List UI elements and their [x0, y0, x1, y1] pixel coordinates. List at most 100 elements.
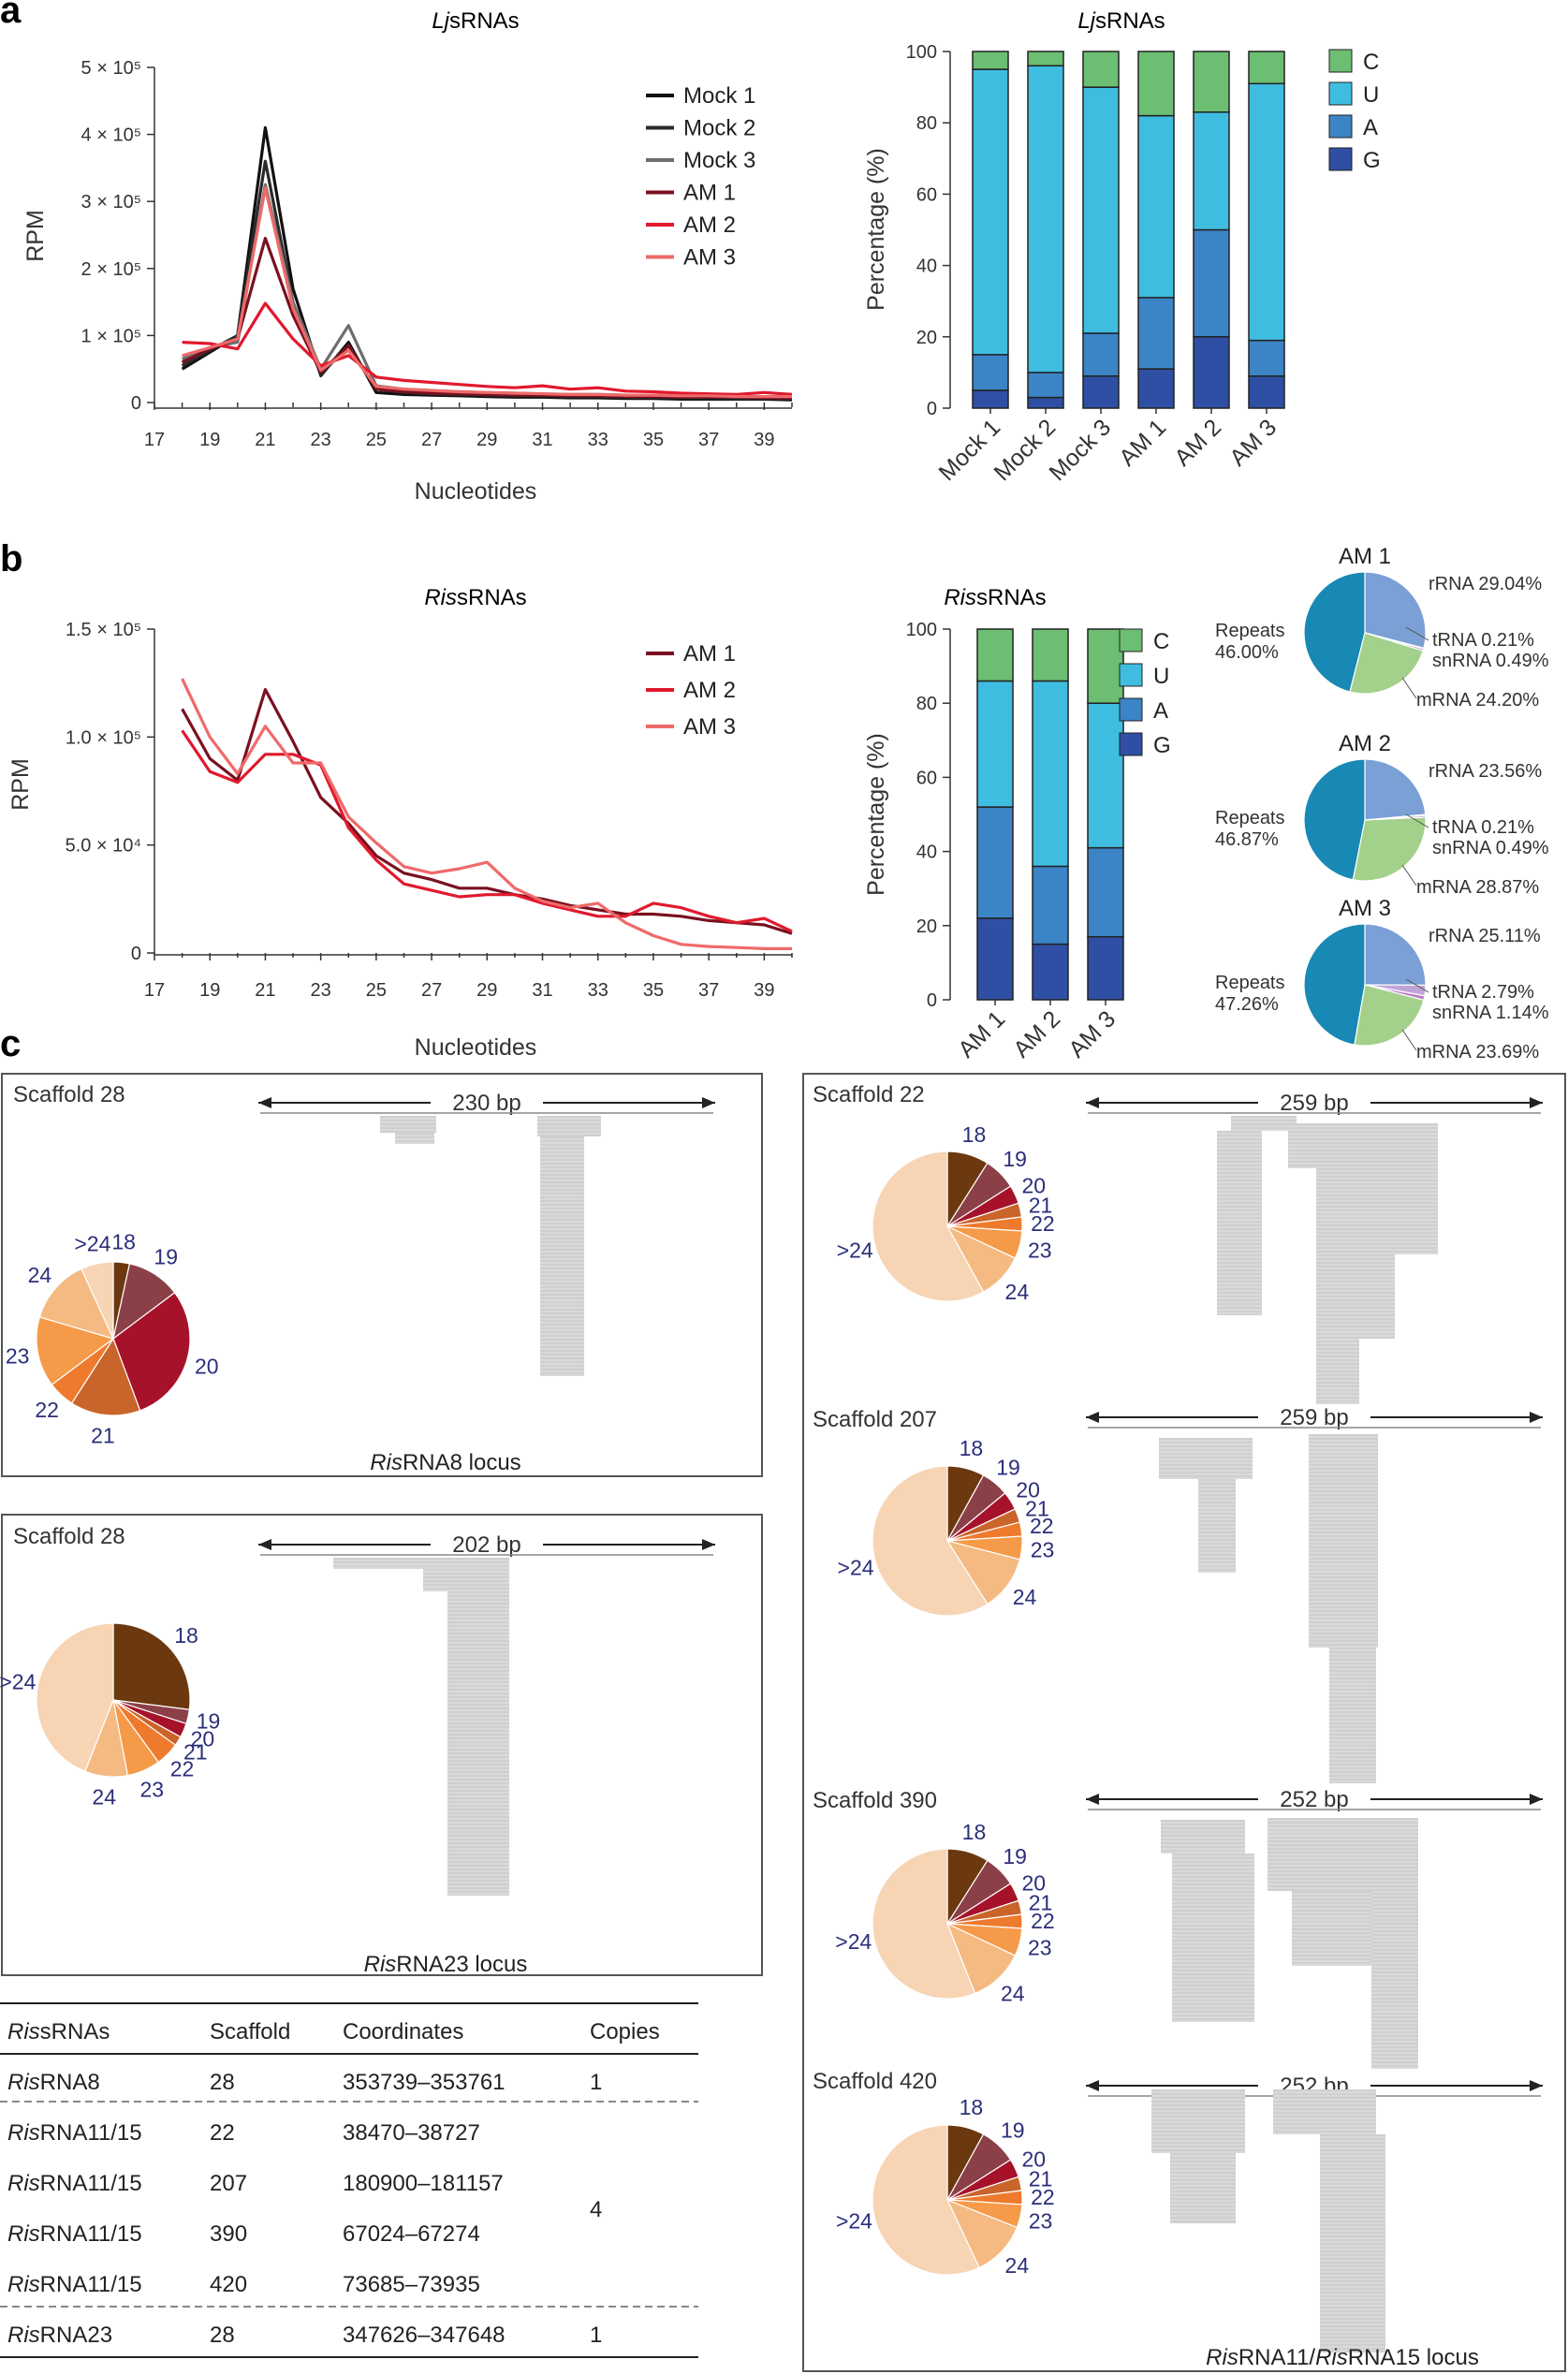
- size-class-label: 22: [35, 1398, 59, 1422]
- x-tick-label: 37: [698, 980, 719, 1001]
- x-tick-label: 35: [643, 430, 664, 450]
- ruler-arrow: [1530, 1794, 1543, 1805]
- b-line-chart: RissRNAs 0 5.0 × 10⁴ 1.0 × 10⁵ 1.5 × 10⁵ 17…: [7, 585, 793, 1061]
- table-cell-name: RisRNA11/15: [7, 2171, 142, 2196]
- y-tick-label: 1 × 10⁵: [81, 326, 141, 346]
- y-tick-label: 0: [131, 944, 141, 964]
- legend-label: AM 2: [683, 212, 736, 238]
- bar-segment: [1137, 51, 1175, 117]
- bar-segment: [1027, 396, 1064, 409]
- pie-label: snRNA 1.14%: [1432, 1003, 1549, 1023]
- size-class-label: 20: [1016, 1477, 1040, 1502]
- size-class-label: 20: [195, 1354, 219, 1378]
- legend-swatch: [1328, 49, 1353, 73]
- ruler-arrow: [702, 1539, 715, 1550]
- x-tick-label: 27: [421, 980, 442, 1001]
- bar-segment: [1087, 702, 1124, 849]
- legend-label: Mock 3: [683, 148, 755, 173]
- pie-slice: [945, 2198, 1018, 2269]
- read-stack: [1371, 1818, 1418, 2069]
- series-line: [181, 687, 793, 935]
- category-label: AM 2: [1169, 414, 1226, 471]
- table-cell-scaffold: 22: [210, 2120, 235, 2146]
- bar-segment: [976, 628, 1014, 682]
- category-label: Mock 3: [1044, 414, 1116, 486]
- pie-label: 46.87%: [1215, 829, 1279, 850]
- bar-segment: [1137, 368, 1175, 409]
- x-tick-label: 19: [199, 980, 220, 1001]
- category-label: AM 3: [1224, 414, 1282, 471]
- pie-label: tRNA 0.21%: [1432, 630, 1534, 651]
- pie-leader: [1405, 978, 1429, 993]
- size-class-label: >24: [74, 1231, 110, 1255]
- table-cell-coordinates: 38470–38727: [343, 2120, 480, 2146]
- bar-segment: [1137, 114, 1175, 299]
- ruler-arrow: [258, 1539, 271, 1550]
- size-class-label: 24: [1005, 1280, 1030, 1304]
- x-tick-label: 25: [366, 430, 387, 450]
- legend-label: Mock 1: [683, 83, 755, 109]
- category-label: Mock 2: [989, 414, 1061, 486]
- c-table: RissRNAs Scaffold Coordinates Copies Ris…: [0, 2002, 698, 2358]
- read-stack: [395, 1133, 434, 1144]
- x-tick-label: 39: [754, 430, 774, 450]
- size-class-label: >24: [835, 1929, 872, 1954]
- x-tick-label: 23: [311, 430, 331, 450]
- bar-segment: [1032, 680, 1069, 868]
- ruler-bp-label: 259 bp: [1280, 1091, 1348, 1116]
- legend-label: G: [1363, 148, 1381, 173]
- pie-leader: [1405, 813, 1429, 828]
- pie-title: AM 2: [1339, 731, 1391, 756]
- legend-label: AM 2: [683, 678, 736, 703]
- x-tick-label: 17: [144, 980, 165, 1001]
- read-stack: [1170, 2153, 1236, 2223]
- y-tick-label: 40: [916, 843, 937, 863]
- y-tick-label: 100: [906, 42, 937, 63]
- read-stack: [1151, 2089, 1245, 2153]
- c-scaffold-label: Scaffold 28: [13, 1524, 125, 1549]
- category-label: AM 1: [953, 1005, 1010, 1062]
- bar-segment: [1087, 628, 1124, 704]
- size-class-label: 21: [1025, 1496, 1049, 1520]
- y-tick-label: 60: [916, 184, 937, 205]
- pie-label: Repeats: [1215, 808, 1285, 828]
- ruler-arrow: [1530, 1097, 1543, 1108]
- read-stack: [1309, 1434, 1378, 1648]
- category-label: Mock 1: [933, 414, 1005, 486]
- pie-label: mRNA 28.87%: [1416, 877, 1539, 898]
- x-tick-label: 39: [754, 980, 774, 1001]
- pie-leader: [1401, 677, 1417, 699]
- read-stack: [1273, 2089, 1376, 2134]
- table-cell-coordinates: 180900–181157: [343, 2171, 504, 2196]
- c-scaffold-label: Scaffold 28: [13, 1082, 125, 1107]
- table-cell-coordinates: 347626–347648: [343, 2323, 506, 2348]
- bar-segment: [1032, 943, 1069, 1001]
- x-tick-label: 33: [588, 980, 608, 1001]
- pie-slice: [38, 1268, 115, 1340]
- legend-swatch: [1328, 114, 1353, 139]
- legend-swatch: [1119, 663, 1143, 687]
- pie-slice: [1364, 758, 1427, 821]
- y-tick-label: 40: [916, 256, 937, 277]
- a-bar-ylabel: Percentage (%): [863, 148, 889, 311]
- series-line: [182, 186, 792, 399]
- read-stack: [333, 1558, 449, 1569]
- y-tick-label: 5.0 × 10⁴: [66, 836, 141, 857]
- table-cell-name: RisRNA23: [7, 2323, 112, 2348]
- size-class-label: 19: [154, 1245, 178, 1269]
- pie-label: rRNA 23.56%: [1429, 761, 1542, 782]
- ruler-bp-label: 202 bp: [452, 1532, 520, 1558]
- table-cell-scaffold: 28: [210, 2070, 235, 2095]
- bar-segment: [1248, 374, 1285, 409]
- size-class-label: 23: [1028, 1935, 1052, 1959]
- size-class-label: 19: [1001, 2118, 1025, 2143]
- size-class-label: 20: [1021, 2147, 1046, 2172]
- size-class-label: 22: [170, 1757, 195, 1781]
- x-tick-label: 31: [532, 430, 552, 450]
- read-stack: [1292, 1891, 1376, 1966]
- pie-slice: [945, 1922, 1017, 1995]
- y-tick-label: 0: [927, 399, 937, 419]
- x-tick-label: 37: [698, 430, 719, 450]
